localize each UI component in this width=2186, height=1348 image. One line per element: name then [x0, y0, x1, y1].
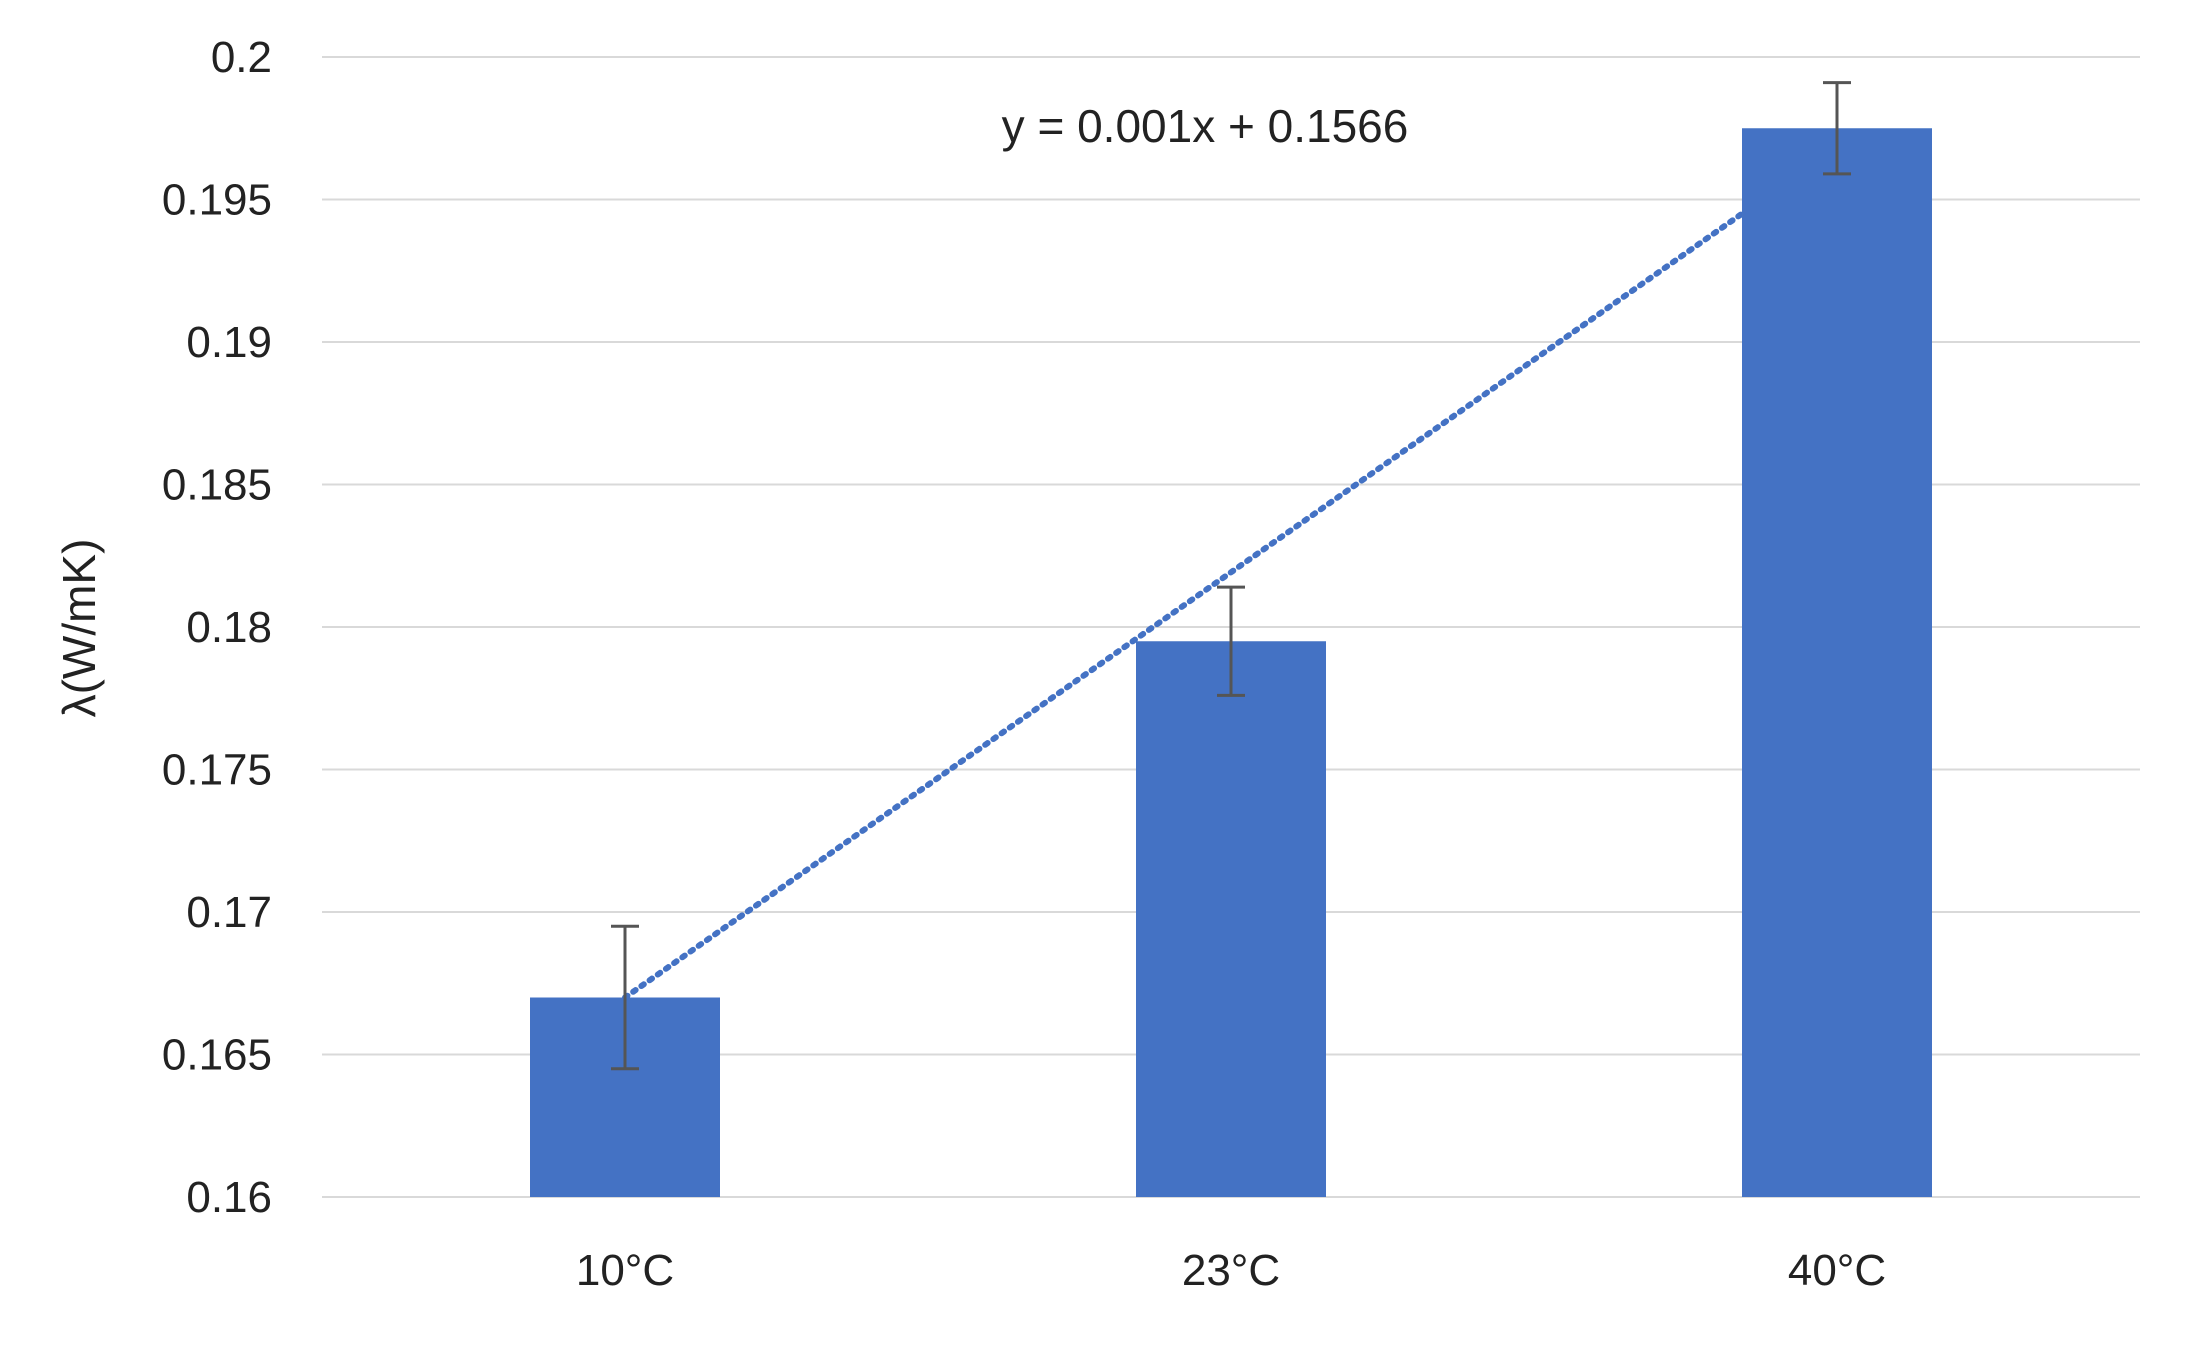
y-tick-label: 0.2	[211, 33, 272, 82]
error-bars	[611, 81, 1851, 1071]
y-tick-label: 0.185	[162, 461, 272, 510]
x-tick-label: 10°C	[576, 1246, 674, 1295]
y-tick-label: 0.16	[186, 1173, 272, 1222]
y-tick-labels: 0.16 0.165 0.17 0.175 0.18 0.185 0.19 0.195 0.2	[162, 33, 272, 1222]
x-tick-label: 23°C	[1182, 1246, 1280, 1295]
bar	[1742, 128, 1932, 1197]
y-tick-label: 0.19	[186, 318, 272, 367]
y-tick-label: 0.175	[162, 746, 272, 795]
trendline	[622, 210, 1745, 1001]
trendline-group	[622, 210, 1745, 1001]
x-tick-label: 40°C	[1788, 1246, 1886, 1295]
bar	[1136, 641, 1326, 1197]
y-tick-label: 0.195	[162, 176, 272, 225]
y-axis-title: λ(W/mK)	[53, 539, 105, 718]
y-tick-label: 0.165	[162, 1031, 272, 1080]
x-tick-labels: 10°C 23°C 40°C	[576, 1246, 1886, 1295]
trendline-equation: y = 0.001x + 0.1566	[1002, 100, 1409, 152]
y-tick-label: 0.18	[186, 603, 272, 652]
y-tick-label: 0.17	[186, 888, 272, 937]
